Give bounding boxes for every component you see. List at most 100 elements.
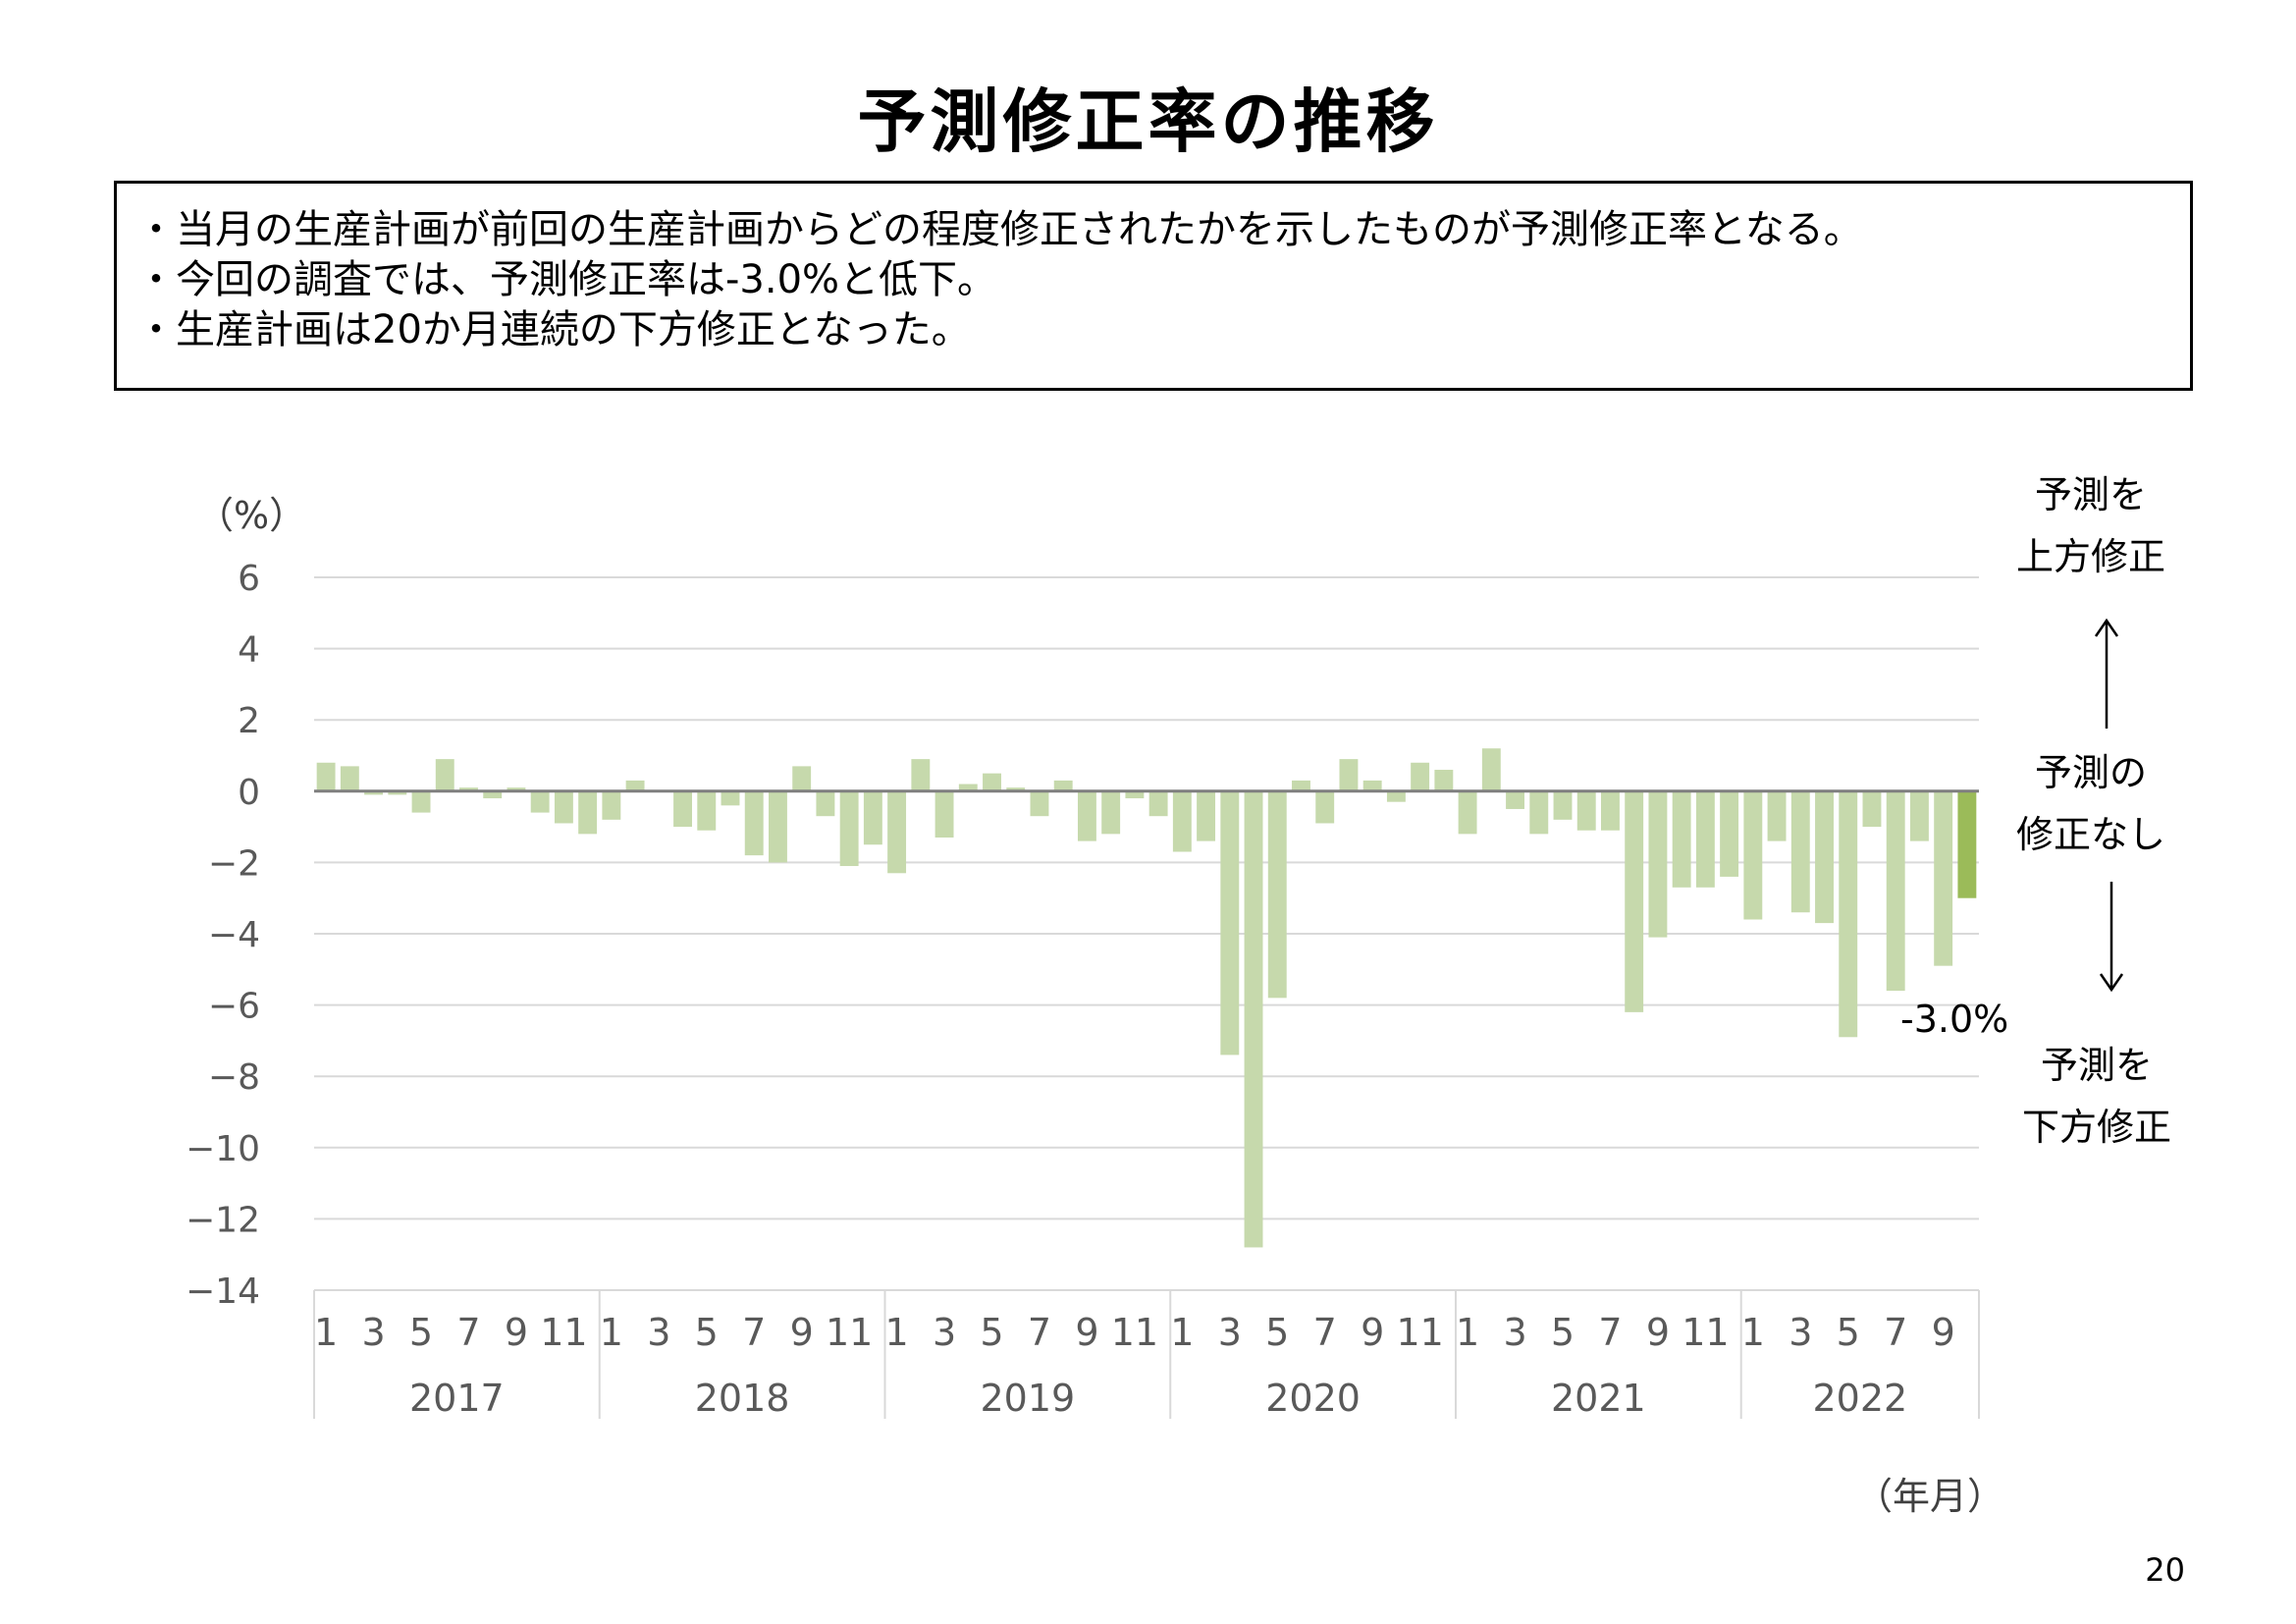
bar	[1197, 790, 1216, 841]
x-month-label: 11	[1396, 1311, 1443, 1354]
bar	[1172, 790, 1192, 852]
x-month-label: 3	[647, 1311, 670, 1354]
x-month-label: 9	[790, 1311, 814, 1354]
x-month-label: 11	[1682, 1311, 1729, 1354]
bar	[340, 766, 359, 791]
bar	[578, 790, 598, 835]
x-month-label: 1	[1456, 1311, 1479, 1354]
bar	[1362, 780, 1382, 791]
bar	[530, 790, 550, 813]
bar	[1339, 759, 1359, 791]
bar-layer	[316, 748, 1977, 1248]
bar	[721, 790, 740, 806]
x-month-label: 1	[314, 1311, 338, 1354]
x-year-label: 2017	[409, 1377, 505, 1420]
bar	[1886, 790, 1905, 992]
bar	[673, 790, 692, 828]
arrow-up-icon	[2094, 618, 2119, 729]
page-number: 20	[2145, 1551, 2185, 1589]
bar	[1125, 790, 1145, 799]
bar	[887, 790, 907, 874]
bar	[1767, 790, 1787, 841]
bar	[1672, 790, 1691, 888]
y-tick-label: 0	[238, 773, 260, 813]
x-month-label: 1	[600, 1311, 623, 1354]
bar	[1006, 787, 1026, 791]
bar	[1077, 790, 1096, 841]
x-month-label: 7	[1598, 1311, 1622, 1354]
bar	[1553, 790, 1573, 820]
x-month-label: 3	[1789, 1311, 1812, 1354]
side-label-down-line2: 下方修正	[2022, 1106, 2171, 1149]
x-month-label: 5	[409, 1311, 433, 1354]
y-tick-label: −8	[208, 1057, 260, 1098]
y-tick-label: 2	[238, 701, 260, 741]
bar	[1529, 790, 1549, 835]
x-month-label: 9	[1932, 1311, 1955, 1354]
bar	[839, 790, 859, 867]
bar	[1839, 790, 1858, 1038]
x-month-label: 5	[980, 1311, 1003, 1354]
bar	[1267, 790, 1287, 999]
bar	[507, 787, 526, 791]
arrow-down-icon	[2099, 882, 2124, 993]
y-tick-label: −2	[208, 843, 260, 884]
x-month-label: 11	[826, 1311, 873, 1354]
bar-latest	[1957, 790, 1977, 898]
x-month-label: 9	[505, 1311, 528, 1354]
bar	[1148, 790, 1168, 817]
bar	[1815, 790, 1834, 924]
bar	[911, 759, 931, 791]
x-year-label: 2020	[1265, 1377, 1361, 1420]
x-month-label: 9	[1075, 1311, 1098, 1354]
x-month-label: 1	[1741, 1311, 1765, 1354]
bar	[459, 787, 478, 791]
bar	[697, 790, 717, 831]
bar	[1244, 790, 1263, 1248]
summary-line-3: ・生産計画は20か月連続の下方修正となった。	[136, 307, 971, 352]
bar	[1030, 790, 1049, 817]
x-month-label: 11	[1111, 1311, 1158, 1354]
x-month-label: 7	[1313, 1311, 1337, 1354]
bar	[388, 790, 407, 795]
bar	[983, 773, 1001, 791]
x-month-label: 5	[1551, 1311, 1575, 1354]
bar	[1506, 790, 1524, 809]
bar	[1481, 748, 1501, 791]
bar	[483, 790, 503, 799]
side-label-none-line1: 予測の	[2035, 751, 2147, 794]
bar	[411, 790, 431, 813]
x-axis-label: （年月）	[1855, 1475, 2004, 1518]
page-title: 予測修正率の推移	[857, 81, 1439, 162]
bar	[792, 766, 812, 791]
bar	[1101, 790, 1121, 835]
bar	[1601, 790, 1620, 831]
bar	[1743, 790, 1763, 920]
x-month-label: 3	[933, 1311, 956, 1354]
side-label-up-line1: 予測を	[2035, 473, 2147, 516]
x-month-label: 7	[1884, 1311, 1907, 1354]
bar	[744, 790, 764, 856]
bar	[1720, 790, 1739, 877]
x-month-label: 7	[1028, 1311, 1051, 1354]
bar	[769, 790, 787, 863]
bar	[316, 762, 336, 791]
bar	[1053, 780, 1073, 791]
y-tick-label: 6	[238, 559, 260, 599]
bar	[602, 790, 621, 820]
x-month-label: 9	[1361, 1311, 1384, 1354]
summary-box: ・当月の生産計画が前回の生産計画からどの程度修正されたかを示したものが予測修正率…	[114, 181, 2193, 391]
x-month-label: 11	[540, 1311, 587, 1354]
bar	[1695, 790, 1715, 888]
bar	[1220, 790, 1240, 1056]
x-month-label: 3	[1503, 1311, 1526, 1354]
x-month-label: 3	[361, 1311, 385, 1354]
x-year-label: 2021	[1551, 1377, 1646, 1420]
side-label-up-line2: 上方修正	[2016, 535, 2165, 578]
x-year-label: 2019	[980, 1377, 1075, 1420]
x-month-label: 1	[885, 1311, 909, 1354]
bar	[1909, 790, 1929, 841]
x-year-label: 2022	[1812, 1377, 1907, 1420]
side-label-none-line2: 修正なし	[2016, 813, 2165, 856]
